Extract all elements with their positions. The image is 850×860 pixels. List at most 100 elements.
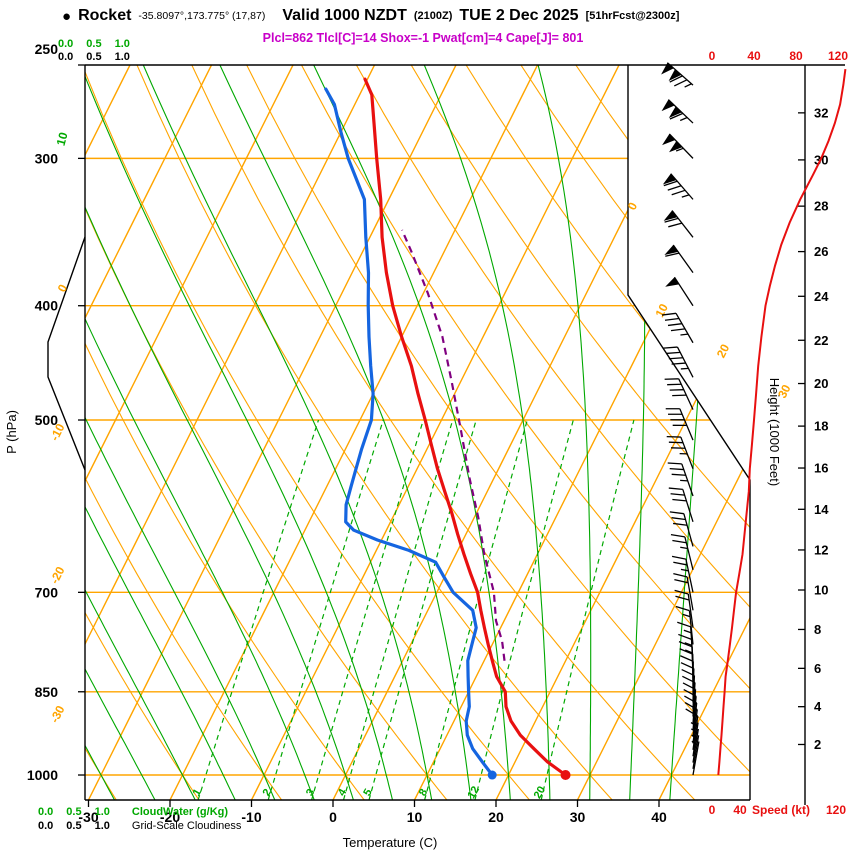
scale-tick: 0.5 xyxy=(86,38,102,50)
temperature-axis: -30 -20 -10 0 10 20 30 40 Temperature (C) xyxy=(78,800,667,850)
svg-text:18: 18 xyxy=(814,419,828,434)
cloudiness-axis-label: Grid-Scale Cloudiness xyxy=(131,820,242,832)
scale-tick: 0.0 xyxy=(58,38,74,50)
forecast-hour: [51hrFcst@2300z] xyxy=(585,10,680,22)
frame xyxy=(47,64,845,805)
svg-text:16: 16 xyxy=(814,461,828,476)
svg-text:12: 12 xyxy=(814,542,828,557)
header: ● Rocket -35.8097°,173.775° (17,87) Vali… xyxy=(62,7,679,25)
svg-text:120: 120 xyxy=(826,803,846,817)
scale-tick: 0.5 xyxy=(66,806,82,818)
svg-text:-20: -20 xyxy=(160,809,180,825)
svg-text:20: 20 xyxy=(532,784,549,801)
pressure-axis: 250 300 400 500 700 850 1000 P (hPa) xyxy=(4,41,85,783)
svg-text:850: 850 xyxy=(35,684,59,700)
svg-text:-30: -30 xyxy=(47,703,67,725)
svg-text:1000: 1000 xyxy=(27,767,58,783)
svg-text:4: 4 xyxy=(814,699,822,714)
svg-text:8: 8 xyxy=(814,622,821,637)
svg-text:10: 10 xyxy=(814,582,828,597)
scale-tick: 1.0 xyxy=(94,820,110,832)
parcel-curve xyxy=(400,229,506,661)
wind-barbs xyxy=(661,62,700,776)
svg-text:20: 20 xyxy=(488,809,504,825)
svg-text:Temperature (C): Temperature (C) xyxy=(343,835,438,850)
svg-text:250: 250 xyxy=(35,41,59,57)
scale-tick: 1.0 xyxy=(114,51,130,63)
svg-text:40: 40 xyxy=(733,803,747,817)
station-name: Rocket xyxy=(78,7,132,24)
svg-text:10: 10 xyxy=(54,130,71,147)
svg-text:30: 30 xyxy=(570,809,586,825)
svg-text:8: 8 xyxy=(417,787,430,798)
svg-text:40: 40 xyxy=(747,49,761,63)
svg-text:6: 6 xyxy=(814,661,821,676)
svg-text:-20: -20 xyxy=(47,564,67,586)
svg-text:30: 30 xyxy=(775,382,794,401)
svg-text:4: 4 xyxy=(336,786,350,798)
scale-tick: 0.0 xyxy=(58,51,74,63)
scale-tick: 0.5 xyxy=(66,820,82,832)
wind-speed-curve xyxy=(717,68,847,776)
svg-text:3: 3 xyxy=(304,787,317,798)
svg-text:10: 10 xyxy=(652,301,671,320)
valid-zulu: (2100Z) xyxy=(413,10,453,22)
speed-axis: 0 40 80 120 0 40 120 Speed (kt) xyxy=(709,49,849,817)
mixing-ratio-lines xyxy=(197,419,635,800)
svg-text:-10: -10 xyxy=(241,809,261,825)
valid-date: TUE 2 Dec 2025 xyxy=(459,7,579,24)
svg-text:-30: -30 xyxy=(78,809,98,825)
svg-text:0: 0 xyxy=(709,803,716,817)
cloudiness-scale-bottom: 0.0 0.5 1.0 Grid-Scale Cloudiness xyxy=(38,820,241,832)
station-bullet-icon: ● xyxy=(62,7,72,25)
cloudwater-scale-top: 0.0 0.5 1.0 xyxy=(58,38,130,50)
cloudwater-axis-label: CloudWater (g/Kg) xyxy=(131,806,229,818)
svg-text:120: 120 xyxy=(828,49,848,63)
cloudwater-scale-bottom: 0.0 0.5 1.0 CloudWater (g/Kg) xyxy=(38,806,228,818)
svg-text:20: 20 xyxy=(714,342,733,361)
svg-text:Height (1000 Feet): Height (1000 Feet) xyxy=(767,378,782,486)
scale-tick: 1.0 xyxy=(114,38,130,50)
svg-text:500: 500 xyxy=(35,412,59,428)
moist-adiabats xyxy=(85,65,718,800)
dewpoint-curve xyxy=(324,87,494,777)
svg-text:2: 2 xyxy=(261,787,274,798)
skewt-background xyxy=(85,65,750,800)
stability-indices: Plcl=862 Tlcl[C]=14 Shox=-1 Pwat[cm]=4 C… xyxy=(262,31,584,45)
svg-text:40: 40 xyxy=(651,809,667,825)
svg-text:700: 700 xyxy=(35,584,59,600)
temperature-curve xyxy=(363,77,568,777)
profiles xyxy=(324,77,571,781)
surface-temp-dot xyxy=(560,770,571,781)
svg-text:5: 5 xyxy=(361,787,374,798)
svg-text:10: 10 xyxy=(407,809,423,825)
svg-text:26: 26 xyxy=(814,244,828,259)
svg-text:400: 400 xyxy=(35,298,59,314)
cloudiness-scale-top: 0.0 0.5 1.0 xyxy=(58,51,130,63)
scale-tick: 1.0 xyxy=(94,806,110,818)
svg-text:Speed (kt): Speed (kt) xyxy=(752,803,810,817)
svg-text:32: 32 xyxy=(814,105,828,120)
svg-text:12: 12 xyxy=(466,784,483,801)
svg-text:1: 1 xyxy=(191,787,204,798)
svg-text:14: 14 xyxy=(814,502,829,517)
svg-text:20: 20 xyxy=(814,376,828,391)
scale-tick: 0.0 xyxy=(38,820,54,832)
svg-text:80: 80 xyxy=(789,49,803,63)
svg-text:P (hPa): P (hPa) xyxy=(4,410,19,454)
valid-time: Valid 1000 NZDT xyxy=(282,7,407,24)
svg-text:300: 300 xyxy=(35,150,59,166)
svg-text:28: 28 xyxy=(814,199,828,214)
surface-dewpoint-dot xyxy=(487,770,497,780)
scale-tick: 0.5 xyxy=(86,51,102,63)
svg-text:0: 0 xyxy=(709,49,716,63)
station-coords: -35.8097°,173.775° (17,87) xyxy=(138,10,266,22)
scale-tick: 0.0 xyxy=(38,806,54,818)
svg-text:0: 0 xyxy=(329,809,337,825)
svg-text:24: 24 xyxy=(814,289,829,304)
svg-text:22: 22 xyxy=(814,333,828,348)
svg-text:2: 2 xyxy=(814,737,821,752)
